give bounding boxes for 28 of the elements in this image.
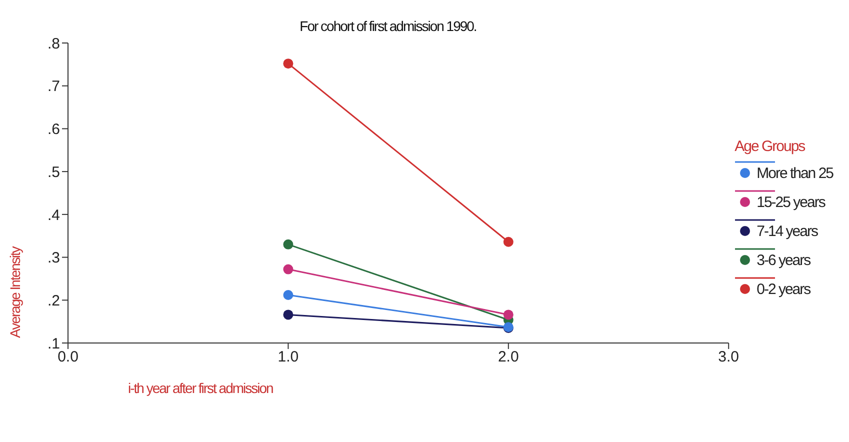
y-tick-label: .3 bbox=[47, 250, 60, 267]
point bbox=[283, 58, 294, 69]
y-tick-label: .1 bbox=[47, 335, 60, 352]
x-tick-label: 1.0 bbox=[278, 348, 299, 366]
legend-label: 3-6 years bbox=[756, 252, 810, 268]
y-tick-label: .5 bbox=[47, 164, 60, 181]
y-tick-label: .2 bbox=[47, 292, 60, 310]
y-tick-label: .6 bbox=[47, 121, 60, 138]
x-axis-title: i-th year after first admission bbox=[128, 380, 274, 396]
y-tick-label: .8 bbox=[47, 35, 60, 52]
x-tick-label: 2.0 bbox=[498, 348, 519, 366]
point bbox=[503, 310, 514, 320]
legend-label: More than 25 bbox=[756, 164, 833, 182]
legend-label: 7-14 years bbox=[756, 222, 818, 240]
point bbox=[283, 264, 294, 274]
legend-label: 0-2 years bbox=[756, 280, 810, 298]
x-tick-label: 3.0 bbox=[718, 348, 740, 366]
legend-title: Age Groups bbox=[734, 138, 806, 154]
point bbox=[503, 236, 514, 247]
y-axis-title: Average Intensity bbox=[7, 246, 23, 338]
x-tick-label: 0.0 bbox=[58, 348, 78, 366]
y-tick-label: .7 bbox=[47, 78, 60, 96]
point bbox=[283, 290, 294, 300]
chart-title: For cohort of first admission 1990. bbox=[298, 18, 478, 34]
y-tick-label: .4 bbox=[47, 206, 60, 224]
point bbox=[283, 310, 294, 320]
point bbox=[283, 239, 294, 250]
legend-label: 15-25 years bbox=[756, 194, 825, 210]
